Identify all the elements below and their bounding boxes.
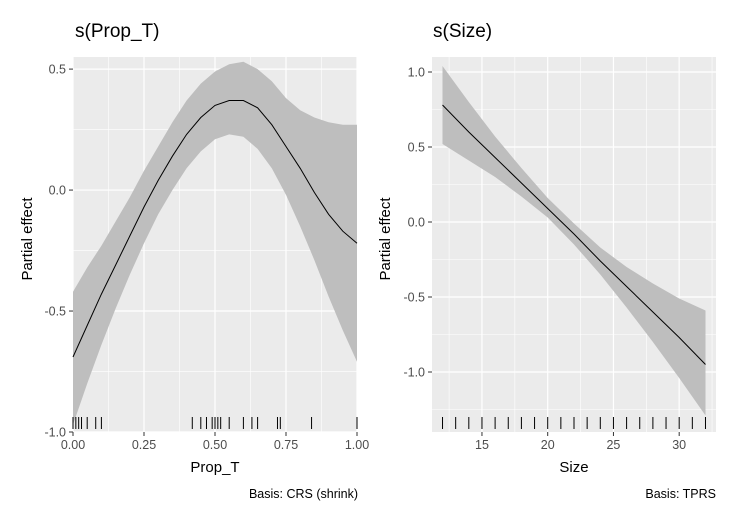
x-tick-label: 25 [606,438,620,452]
y-tick-label: 0.5 [408,141,425,155]
y-tick-label: -1.0 [44,426,66,440]
x-tick-label: 0.75 [274,438,298,452]
confidence-band-prop-t [73,61,357,425]
confidence-band-size [442,66,706,416]
plot-prop-t: s(Prop_T) 0.00 0.25 0.50 0.75 1.00 -1.0 -0.5 0… [19,21,369,501]
smooth-line-prop-t [72,100,358,358]
y-tick-label: 0.0 [49,184,66,198]
y-tick-label: -0.5 [403,291,425,305]
x-tick-label: 30 [672,438,686,452]
plot-title-size: s(Size) [433,21,492,42]
x-tick-label: 20 [541,438,555,452]
y-axis-label-prop-t: Partial effect [19,197,36,281]
y-tick-label: 0.0 [408,216,425,230]
x-tick-label: 0.25 [132,438,156,452]
x-tick-label: 0.50 [203,438,227,452]
y-tick-label: -1.0 [403,366,425,380]
x-tick-label: 15 [475,438,489,452]
caption-prop-t: Basis: CRS (shrink) [249,487,358,501]
x-axis-label-prop-t: Prop_T [190,459,239,476]
x-tick-label: 0.00 [61,438,85,452]
y-axis-label-size: Partial effect [377,197,394,281]
x-axis-label-size: Size [559,459,588,476]
caption-size: Basis: TPRS [645,487,716,501]
plot-size: s(Size) 15 20 25 30 -1.0-0.50.00.51.0 Size … [377,21,716,501]
y-tick-label: -0.5 [44,305,66,319]
y-tick-label: 0.5 [49,63,66,77]
y-tick-label: 1.0 [408,66,425,80]
plot-title-prop-t: s(Prop_T) [75,21,159,42]
x-tick-label: 1.00 [345,438,369,452]
smooth-line-size [442,104,706,365]
